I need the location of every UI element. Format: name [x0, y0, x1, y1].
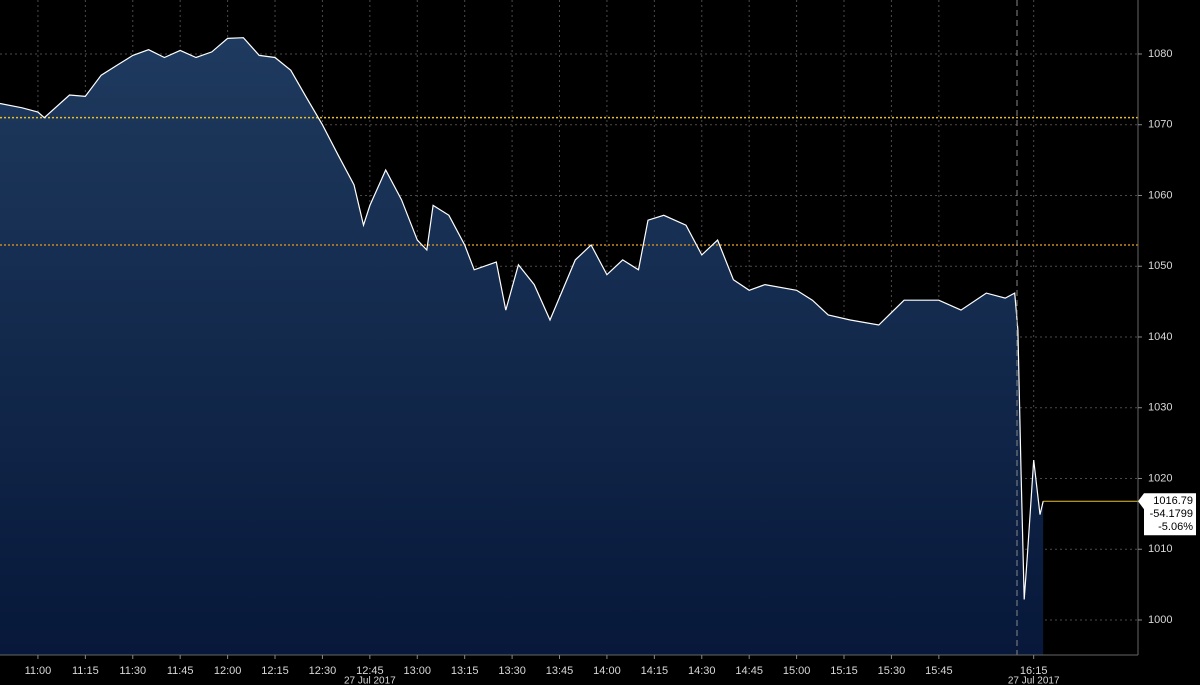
plot [0, 37, 1138, 655]
x-tick-label: 16:15 [1020, 665, 1048, 677]
date-label: 27 Jul 2017 [1008, 676, 1060, 685]
x-tick-label: 12:45 [356, 665, 384, 677]
y-tick-label: 1080 [1148, 48, 1172, 60]
y-tick-label: 1010 [1148, 543, 1172, 555]
y-tick-label: 1070 [1148, 119, 1172, 131]
x-tick-label: 13:15 [451, 665, 479, 677]
date-label: 27 Jul 2017 [344, 676, 396, 685]
x-tick-label: 15:00 [783, 665, 811, 677]
x-tick-label: 13:45 [546, 665, 574, 677]
x-tick-label: 14:15 [641, 665, 669, 677]
y-tick-label: 1060 [1148, 189, 1172, 201]
y-tick-label: 1040 [1148, 331, 1172, 343]
x-tick-label: 14:00 [593, 665, 621, 677]
x-tick-label: 15:15 [830, 665, 858, 677]
x-tick-label: 11:00 [25, 665, 52, 677]
x-tick-label: 13:00 [404, 665, 432, 677]
area [0, 37, 1044, 655]
x-tick-label: 14:30 [688, 665, 716, 677]
labels: 1000 1010 1020 1030 1040 1050 1060 1070 1080 11:0… [25, 48, 1196, 685]
x-tick-label: 11:30 [119, 665, 146, 677]
x-tick-label: 15:30 [878, 665, 906, 677]
y-tick-label: 1000 [1148, 614, 1172, 626]
last-value-box [1138, 493, 1196, 536]
last-change: -54.1799 [1150, 508, 1193, 520]
price-line [0, 37, 1044, 600]
x-tick-label: 12:00 [214, 665, 242, 677]
y-tick-label: 1030 [1148, 402, 1172, 414]
x-tick-label: 11:15 [72, 665, 99, 677]
y-tick-label: 1050 [1148, 260, 1172, 272]
x-tick-label: 13:30 [498, 665, 526, 677]
x-tick-label: 14:45 [735, 665, 763, 677]
last-change-pct: -5.06% [1158, 521, 1193, 533]
y-tick-label: 1020 [1148, 472, 1172, 484]
x-tick-label: 11:45 [167, 665, 194, 677]
x-tick-label: 12:30 [309, 665, 337, 677]
last-value: 1016.79 [1153, 495, 1193, 507]
x-tick-label: 12:15 [261, 665, 289, 677]
x-tick-label: 15:45 [925, 665, 953, 677]
